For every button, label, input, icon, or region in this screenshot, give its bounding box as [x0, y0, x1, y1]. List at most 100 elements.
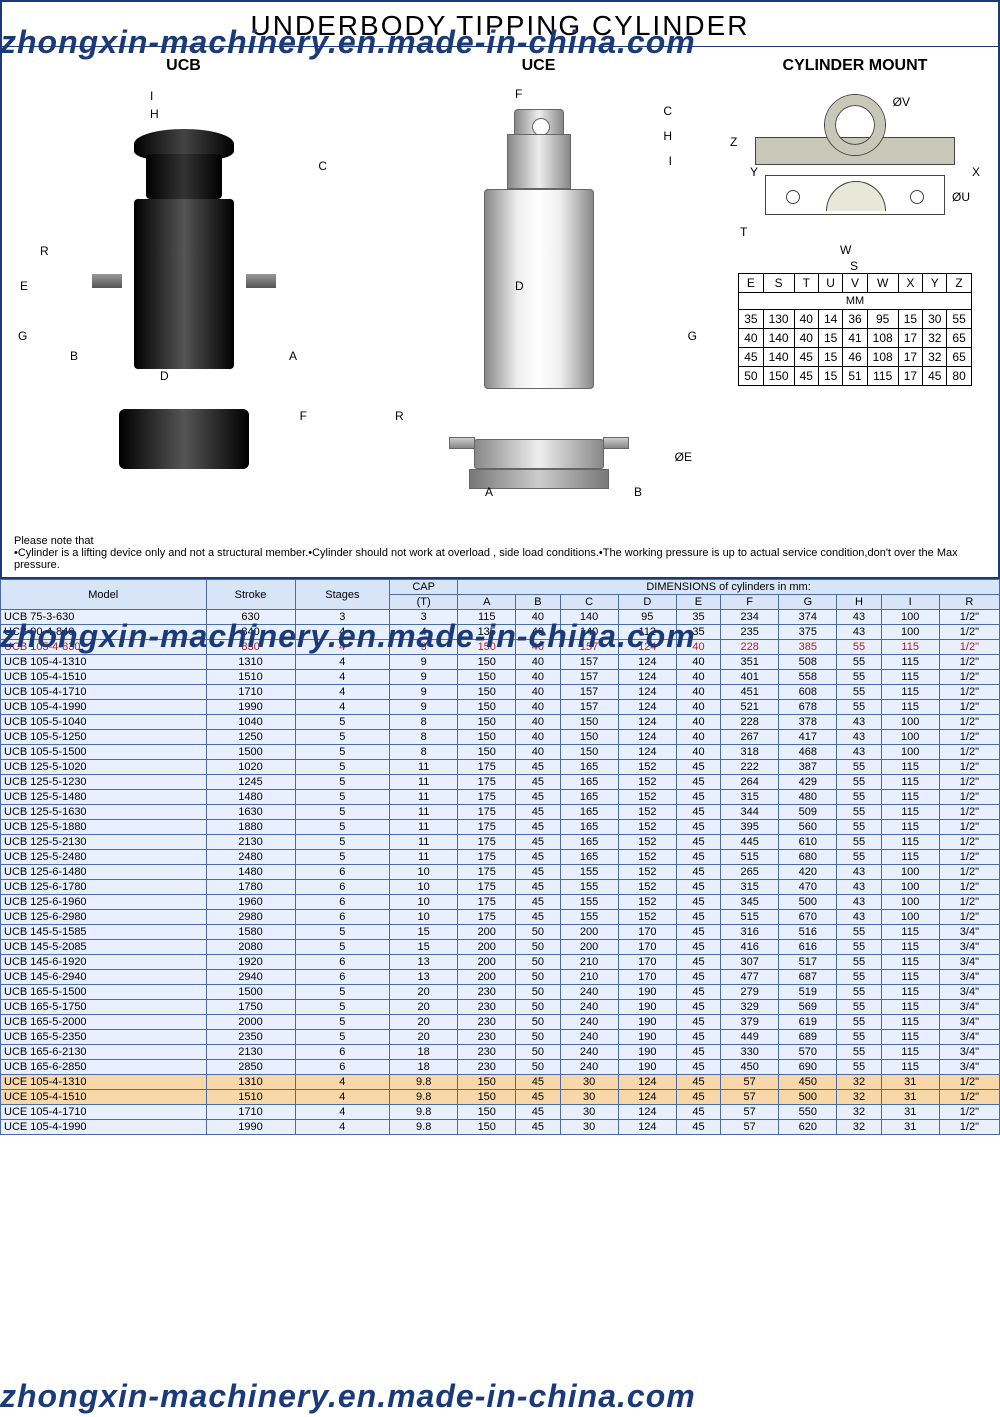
- dim-R2: R: [395, 409, 404, 423]
- spec-row: UCB 165-6-213021306182305024019045330570…: [1, 1045, 1000, 1060]
- spec-row: UCB 125-5-102010205111754516515245222387…: [1, 760, 1000, 775]
- spec-row: UCB 105-4-131013104915040157124403515085…: [1, 655, 1000, 670]
- table-subheader: I: [881, 595, 939, 610]
- dim-OV: ØV: [893, 95, 910, 109]
- mount-diagram: ØV Z Y X ØU T W S: [720, 95, 990, 265]
- watermark-text: zhongxin-machinery.en.made-in-china.com: [0, 1378, 1000, 1415]
- mount-label: CYLINDER MOUNT: [720, 57, 990, 75]
- spec-row: UCB 105-4-199019904915040157124405216785…: [1, 700, 1000, 715]
- mount-row: 45140451546108173265: [739, 348, 972, 367]
- dim-E: E: [20, 279, 28, 293]
- dim-A2: A: [485, 485, 493, 499]
- mount-row: 40140401541108173265: [739, 329, 972, 348]
- dim-H: H: [150, 107, 159, 121]
- spec-row: UCB 105-5-104010405815040150124402283784…: [1, 715, 1000, 730]
- mount-col-header: S: [763, 274, 794, 293]
- table-subheader: B: [516, 595, 560, 610]
- dim-Z: Z: [730, 135, 737, 149]
- mount-col-header: U: [818, 274, 842, 293]
- spec-row: UCB 105-4-171017104915040157124404516085…: [1, 685, 1000, 700]
- dim-C: C: [318, 159, 327, 173]
- dim-D: D: [160, 369, 169, 383]
- dim-X: X: [972, 165, 980, 179]
- dim-F2: F: [515, 87, 522, 101]
- spec-row: UCB 145-5-208520805152005020017045416616…: [1, 940, 1000, 955]
- mount-column: CYLINDER MOUNT ØV Z Y X ØU T W S ESTUVWX…: [720, 57, 990, 519]
- spec-row: UCB 90-4-8408404413540140112352353754310…: [1, 625, 1000, 640]
- dim-I: I: [150, 89, 153, 103]
- mount-row: 50150451551115174580: [739, 367, 972, 386]
- spec-row: UCB 145-6-294029406132005021017045477687…: [1, 970, 1000, 985]
- spec-row: UCB 125-5-213021305111754516515245445610…: [1, 835, 1000, 850]
- note-text: •Cylinder is a lifting device only and n…: [14, 547, 986, 571]
- table-subheader: (T): [390, 595, 458, 610]
- page-title: UNDERBODY TIPPING CYLINDER: [2, 2, 998, 46]
- spec-row: UCB 125-6-178017806101754515515245315470…: [1, 880, 1000, 895]
- spec-row: UCB 165-5-175017505202305024019045329569…: [1, 1000, 1000, 1015]
- dim-G2: G: [688, 329, 697, 343]
- spec-row: UCB 165-5-235023505202305024019045449689…: [1, 1030, 1000, 1045]
- mount-col-header: V: [843, 274, 867, 293]
- notes: Please note that •Cylinder is a lifting …: [2, 529, 998, 577]
- dim-R: R: [40, 244, 49, 258]
- dim-S: S: [850, 259, 858, 273]
- dim-W: W: [840, 243, 851, 257]
- spec-row: UCB 145-6-192019206132005021017045307517…: [1, 955, 1000, 970]
- table-header: Stroke: [206, 580, 295, 610]
- table-subheader: C: [560, 595, 618, 610]
- spec-row: UCE 105-4-1710171049.8150453012445575503…: [1, 1105, 1000, 1120]
- spec-row: UCE 105-4-1310131049.8150453012445574503…: [1, 1075, 1000, 1090]
- dim-OE: ØE: [675, 450, 692, 464]
- table-subheader: F: [721, 595, 779, 610]
- mount-row: 3513040143695153055: [739, 310, 972, 329]
- table-header-dims: DIMENSIONS of cylinders in mm:: [458, 580, 1000, 595]
- spec-row: UCB 165-5-200020005202305024019045379619…: [1, 1015, 1000, 1030]
- mount-col-header: Z: [947, 274, 971, 293]
- dim-I2: I: [669, 154, 672, 168]
- mount-unit: MM: [739, 293, 972, 310]
- dim-Y: Y: [750, 165, 758, 179]
- dim-G: G: [18, 329, 27, 343]
- table-header: Model: [1, 580, 207, 610]
- spec-row: UCE 105-4-1990199049.8150453012445576203…: [1, 1120, 1000, 1135]
- spec-row: UCB 125-5-148014805111754516515245315480…: [1, 790, 1000, 805]
- spec-row: UCB 105-5-125012505815040150124402674174…: [1, 730, 1000, 745]
- dim-H2: H: [663, 129, 672, 143]
- ucb-column: UCB I H C R E G B A D F: [10, 57, 357, 519]
- table-subheader: E: [676, 595, 720, 610]
- diagram-area: UCB I H C R E G B A D F: [2, 46, 998, 529]
- uce-diagram: F C H I D G R A B ØE: [365, 79, 712, 519]
- spec-row: UCB 125-5-163016305111754516515245344509…: [1, 805, 1000, 820]
- dim-B2: B: [634, 485, 642, 499]
- ucb-label: UCB: [10, 57, 357, 75]
- spec-row: UCB 145-5-158515805152005020017045316516…: [1, 925, 1000, 940]
- page-container: UNDERBODY TIPPING CYLINDER UCB I H C R E: [0, 0, 1000, 579]
- mount-col-header: T: [794, 274, 818, 293]
- table-header: CAP: [390, 580, 458, 595]
- spec-row: UCE 105-4-1510151049.8150453012445575003…: [1, 1090, 1000, 1105]
- uce-label: UCE: [365, 57, 712, 75]
- dim-OU: ØU: [952, 190, 970, 204]
- spec-row: UCB 165-5-150015005202305024019045279519…: [1, 985, 1000, 1000]
- dim-C2: C: [663, 104, 672, 118]
- dim-T: T: [740, 225, 747, 239]
- spec-row: UCB 75-3-6306303311540140953523437443100…: [1, 610, 1000, 625]
- table-subheader: D: [618, 595, 676, 610]
- spec-row: UCB 105-4-151015104915040157124404015585…: [1, 670, 1000, 685]
- spec-row: UCB 125-5-248024805111754516515245515680…: [1, 850, 1000, 865]
- spec-row: UCB 125-6-298029806101754515515245515670…: [1, 910, 1000, 925]
- uce-column: UCE F C H I D G R A B: [365, 57, 712, 519]
- specifications-table: ModelStrokeStagesCAPDIMENSIONS of cylind…: [0, 579, 1000, 1135]
- dim-B: B: [70, 349, 78, 363]
- table-subheader: G: [779, 595, 837, 610]
- ucb-diagram: I H C R E G B A D F: [10, 79, 357, 519]
- dim-A: A: [289, 349, 297, 363]
- mount-col-header: Y: [923, 274, 947, 293]
- table-subheader: R: [939, 595, 999, 610]
- spec-row: UCB 105-5-150015005815040150124403184684…: [1, 745, 1000, 760]
- mount-col-header: W: [867, 274, 898, 293]
- spec-row: UCB 125-6-196019606101754515515245345500…: [1, 895, 1000, 910]
- spec-row: UCB 125-6-148014806101754515515245265420…: [1, 865, 1000, 880]
- spec-row: UCB 165-6-285028506182305024019045450690…: [1, 1060, 1000, 1075]
- mount-col-header: X: [898, 274, 922, 293]
